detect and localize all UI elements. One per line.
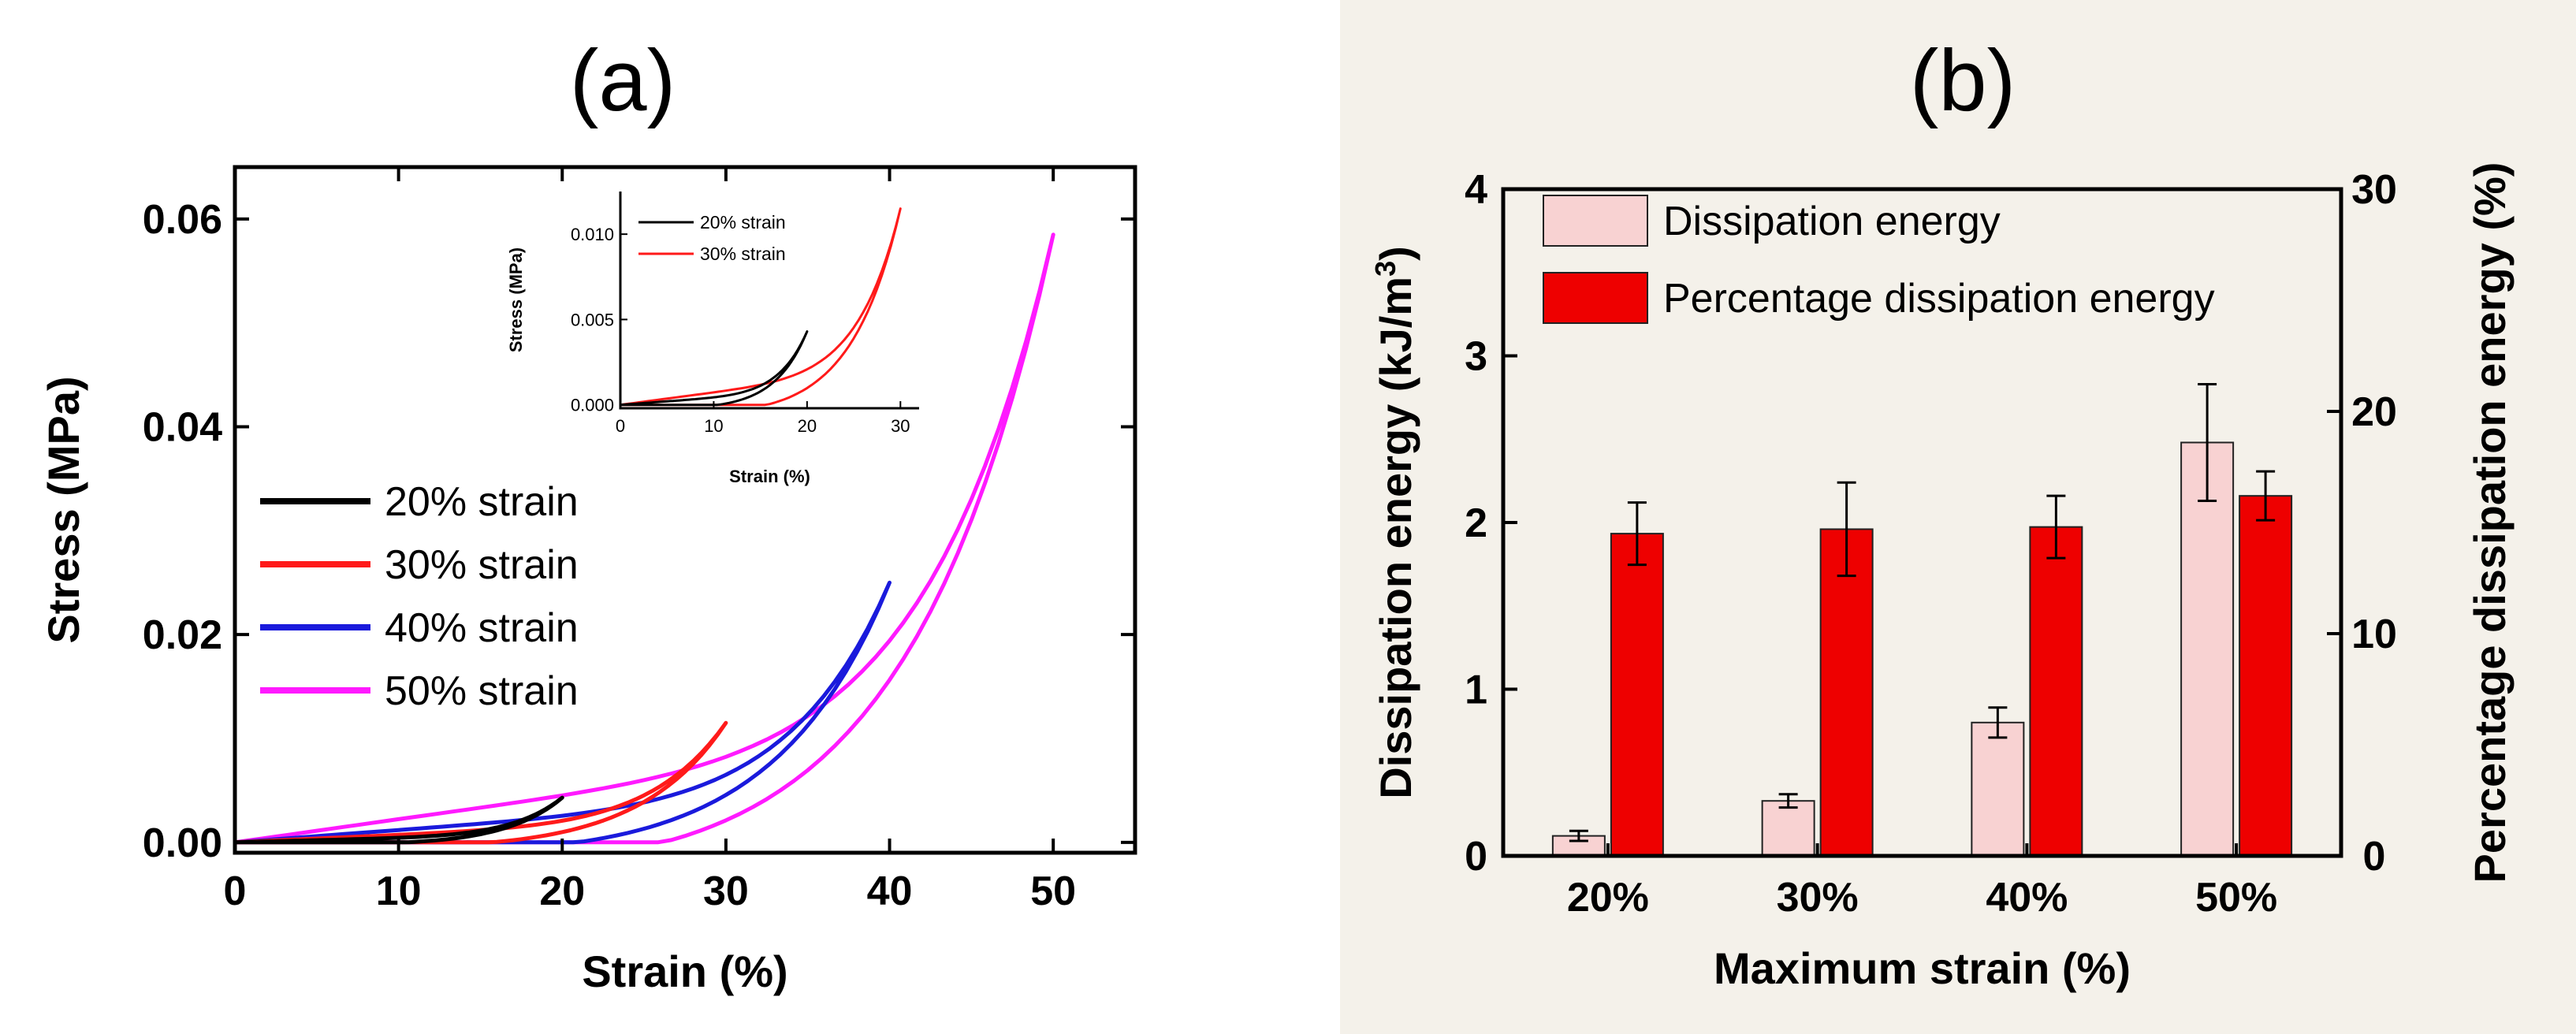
x-tick-label: 10 — [376, 868, 422, 914]
inset-x-tick-label: 10 — [704, 416, 723, 436]
x-tick-label: 40 — [867, 868, 913, 914]
percentage-dissipation-bar — [1819, 528, 1874, 857]
x-axis-title: Strain (%) — [582, 947, 787, 996]
y-left-tick-label: 2 — [1465, 500, 1487, 546]
dissipation-energy-bar — [2180, 441, 2235, 857]
y-tick-label: 0.02 — [143, 612, 222, 658]
percentage-dissipation-bar — [1610, 533, 1664, 857]
legend-label: Dissipation energy — [1663, 199, 2001, 244]
y-tick-label: 0.00 — [143, 820, 222, 866]
x-tick-label: 20% — [1567, 875, 1649, 921]
panel-b-background — [1340, 0, 2576, 1034]
dissipation-energy-bar — [1761, 800, 1815, 857]
series-50-strain-curve — [234, 232, 1055, 845]
inset-y-tick-label: 0.010 — [571, 225, 614, 244]
legend-label: 30% strain — [385, 542, 579, 588]
y-left-tick-label: 0 — [1465, 834, 1487, 880]
x-tick-label: 40% — [1986, 875, 2068, 921]
y-left-axis-title-close: ) — [1371, 246, 1420, 261]
inset-series-20-strain-curve — [620, 330, 809, 407]
y-left-axis-title-main: Dissipation energy (kJ/m — [1371, 277, 1420, 799]
legend-swatch — [1543, 272, 1648, 324]
x-tick-label: 50 — [1030, 868, 1076, 914]
panel-b: (b) 20% 30% 40% 50% 0 1 2 3 4 0 10 20 30 Maximum stra… — [1340, 0, 2576, 1034]
panel-a: (a) 0 10 20 30 40 50 0.00 0.02 0.04 0.06 Strain (%… — [39, 32, 1137, 996]
x-tick-label: 30 — [703, 868, 749, 914]
y-tick-label: 0.06 — [143, 197, 222, 243]
x-tick-label: 20 — [539, 868, 585, 914]
y-right-tick-label: 10 — [2351, 612, 2397, 657]
percentage-dissipation-bar — [2029, 526, 2083, 857]
panel-b-label: (b) — [1910, 32, 2016, 129]
inset-x-tick-label: 20 — [798, 416, 817, 436]
panel-a-plot-frame — [233, 165, 1137, 855]
x-tick-label: 30% — [1777, 875, 1859, 921]
inset-x-axis-title: Strain (%) — [729, 467, 810, 486]
y-left-tick-label: 1 — [1465, 668, 1487, 713]
series-20-strain-curve — [234, 795, 564, 845]
y-axis-title: Stress (MPa) — [39, 376, 88, 643]
inset-x-tick-label: 0 — [616, 416, 625, 436]
x-tick-label: 50% — [2195, 875, 2277, 921]
legend-label: 40% strain — [385, 605, 579, 651]
y-tick-label: 0.04 — [143, 405, 222, 451]
legend-label: 20% strain — [385, 479, 579, 525]
inset-y-tick-label: 0.005 — [571, 310, 614, 329]
x-axis-title: Maximum strain (%) — [1714, 943, 2131, 993]
panel-a-label: (a) — [570, 32, 676, 129]
inset-series-30-strain-curve — [620, 207, 902, 407]
legend-label: Percentage dissipation energy — [1663, 276, 2215, 322]
x-tick-label: 0 — [224, 868, 247, 914]
inset-x-tick-label: 30 — [891, 416, 910, 436]
inset-y-axis-title: Stress (MPa) — [506, 247, 526, 352]
legend-label: 50% strain — [385, 668, 579, 714]
y-right-axis-title: Percentage dissipation energy (%) — [2465, 162, 2515, 883]
y-right-tick-label: 20 — [2351, 389, 2397, 435]
legend-swatch — [1543, 195, 1648, 247]
dissipation-energy-bar — [1971, 721, 2025, 857]
inset-legend-label: 30% strain — [700, 244, 786, 264]
y-left-axis-title: Dissipation energy (kJ/m3) — [1369, 246, 1420, 799]
y-left-tick-label: 3 — [1465, 334, 1487, 380]
y-right-tick-label: 30 — [2351, 167, 2397, 213]
y-right-tick-label: 0 — [2363, 834, 2386, 880]
inset-y-tick-label: 0.000 — [571, 396, 614, 415]
inset-legend-label: 20% strain — [700, 212, 786, 232]
percentage-dissipation-bar — [2239, 495, 2293, 857]
y-left-axis-title-superscript: 3 — [1369, 261, 1402, 277]
y-left-tick-label: 4 — [1465, 167, 1487, 213]
